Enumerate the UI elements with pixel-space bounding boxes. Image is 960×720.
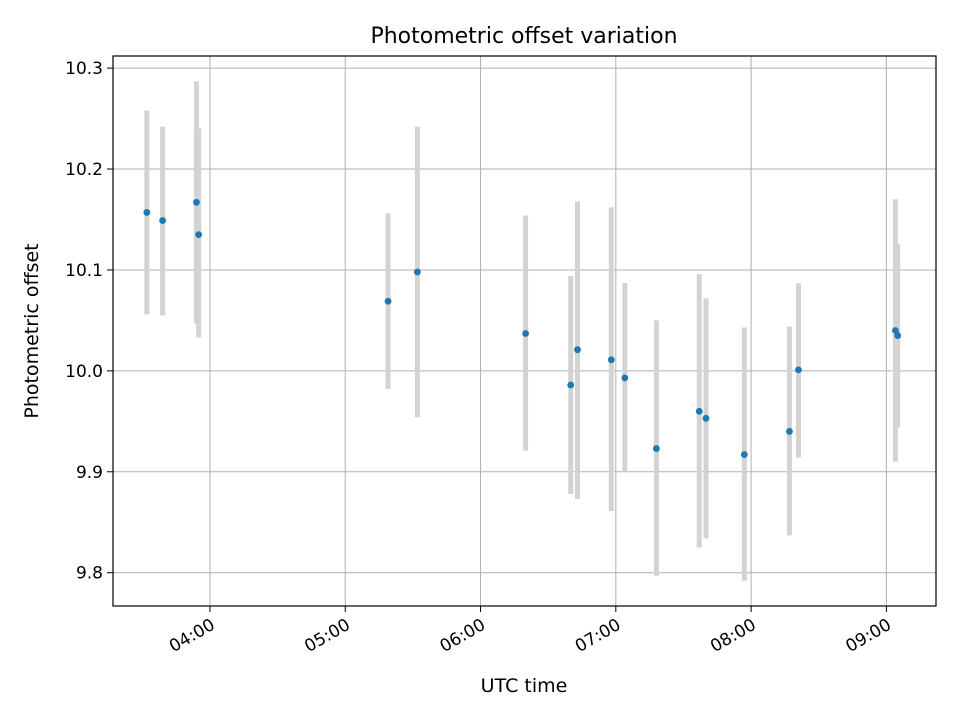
data-point bbox=[607, 356, 615, 364]
data-point bbox=[695, 407, 703, 415]
data-point bbox=[786, 428, 793, 435]
y-tick-label: 10.1 bbox=[65, 261, 103, 281]
y-axis-label: Photometric offset bbox=[21, 243, 43, 418]
y-tick-label: 10.2 bbox=[65, 160, 103, 180]
data-point bbox=[621, 374, 629, 382]
data-point bbox=[413, 268, 421, 276]
plot-frame bbox=[112, 55, 937, 607]
data-point bbox=[894, 332, 902, 339]
y-axis: 9.8 9.9 10.0 10.1 10.2 10.3 bbox=[65, 59, 113, 584]
data-points bbox=[143, 198, 902, 459]
x-axis-label: UTC time bbox=[481, 675, 568, 697]
data-point bbox=[193, 198, 200, 206]
data-point bbox=[702, 414, 710, 422]
data-point bbox=[653, 445, 660, 452]
data-point bbox=[159, 217, 167, 224]
data-point bbox=[574, 346, 581, 354]
chart-title: Photometric offset variation bbox=[370, 24, 677, 49]
data-point bbox=[522, 330, 530, 337]
data-point bbox=[567, 381, 575, 389]
data-point bbox=[740, 451, 748, 459]
data-point bbox=[384, 297, 392, 305]
y-tick-label: 10.3 bbox=[65, 59, 103, 79]
data-point bbox=[195, 231, 203, 239]
y-tick-label: 10.0 bbox=[65, 362, 103, 382]
y-tick-label: 9.8 bbox=[76, 564, 103, 584]
y-tick-label: 9.9 bbox=[76, 463, 103, 483]
data-point bbox=[795, 366, 802, 374]
data-point bbox=[143, 209, 151, 216]
